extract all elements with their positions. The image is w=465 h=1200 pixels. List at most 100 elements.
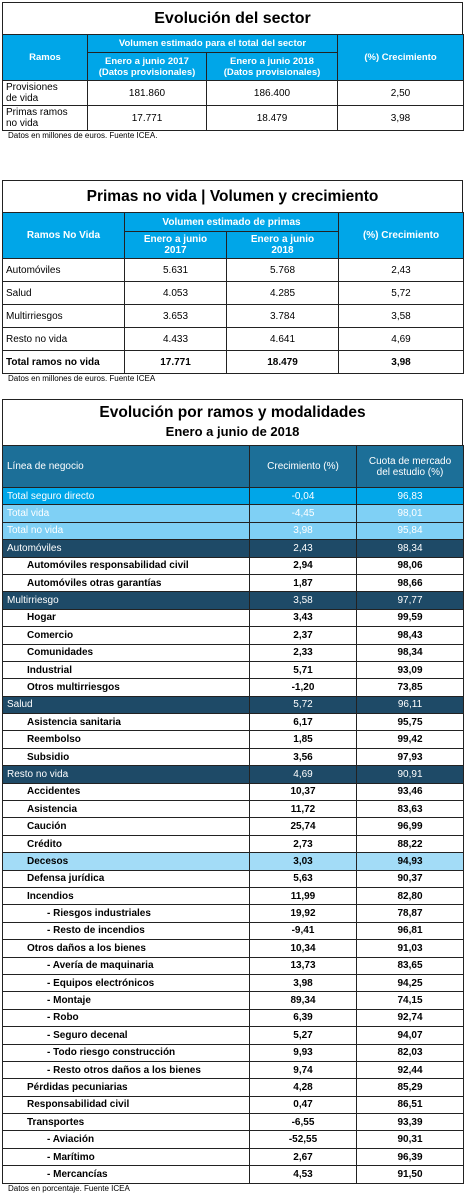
growth-value: -1,20	[249, 678, 357, 697]
row-label: Hogar	[2, 608, 250, 628]
premiums-table-title: Primas no vida | Volumen y crecimiento	[2, 180, 463, 212]
table-row: - Aviación -52,55 90,31	[2, 1130, 464, 1149]
row-label: Industrial	[2, 660, 250, 680]
source-note: Datos en millones de euros. Fuente ICEA.	[8, 131, 158, 140]
table-row: Subsidio 3,56 97,93	[2, 747, 464, 767]
table-row: - Marítimo 2,67 96,39	[2, 1147, 464, 1167]
volume-group-header: Volumen estimado para el total del secto…	[87, 34, 338, 53]
market-share-value: 88,22	[356, 834, 464, 854]
market-share-header: Cuota de mercado del estudio (%)	[356, 445, 464, 488]
growth-value: 4,53	[249, 1165, 357, 1184]
row-label: - Mercancías	[2, 1165, 250, 1184]
market-share-value: 86,51	[356, 1095, 464, 1115]
market-share-value: 90,91	[356, 765, 464, 784]
growth-value: 4,69	[249, 765, 357, 784]
value-2018: 186.400	[206, 80, 338, 106]
table-row: Provisiones de vida 181.860 186.400 2,50	[2, 80, 464, 106]
table-row: Automóviles otras garantías 1,87 98,66	[2, 573, 464, 593]
growth-value: 9,93	[249, 1043, 357, 1062]
row-label: - Todo riesgo construcción	[2, 1043, 250, 1062]
source-note: Datos en millones de euros. Fuente ICEA	[8, 374, 156, 383]
sector-evolution-table: Evolución del sector Ramos Volumen estim…	[2, 2, 464, 140]
table-row: Otros daños a los bienes 10,34 91,03	[2, 939, 464, 958]
market-share-value: 96,81	[356, 921, 464, 941]
table-row: Accidentes 10,37 93,46	[2, 782, 464, 802]
table-row: Responsabilidad civil 0,47 86,51	[2, 1095, 464, 1115]
business-line-header: Línea de negocio	[2, 445, 250, 488]
growth-value: 4,69	[338, 327, 464, 351]
period-2018-header: Enero a junio 2018	[226, 231, 339, 259]
row-label: Accidentes	[2, 782, 250, 802]
row-label: Total seguro directo	[2, 486, 250, 506]
row-label: Total ramos no vida	[2, 350, 125, 374]
total-row: Total ramos no vida 17.771 18.479 3,98	[2, 350, 464, 374]
value-2017: 3.653	[124, 304, 227, 328]
row-label: Otros multirriesgos	[2, 678, 250, 697]
growth-value: 1,85	[249, 730, 357, 749]
market-share-value: 98,43	[356, 626, 464, 645]
table-row: Salud 5,72 96,11	[2, 695, 464, 715]
market-share-value: 99,42	[356, 730, 464, 749]
branch-evolution-table: Evolución por ramos y modalidades Enero …	[2, 399, 464, 1193]
table-row: - Montaje 89,34 74,15	[2, 991, 464, 1010]
growth-header: (%) Crecimiento	[337, 34, 464, 81]
row-label: Incendios	[2, 886, 250, 906]
growth-value: 10,34	[249, 939, 357, 958]
table-row: Reembolso 1,85 99,42	[2, 730, 464, 749]
row-label: Decesos	[2, 852, 250, 871]
table-row: Resto no vida 4.433 4.641 4,69	[2, 327, 464, 351]
market-share-value: 96,99	[356, 817, 464, 836]
table-row: Automóviles 2,43 98,34	[2, 539, 464, 558]
growth-value: 2,94	[249, 556, 357, 575]
period-2017-header: Enero a junio 2017 (Datos provisionales)	[87, 52, 207, 81]
table-row: - Seguro decenal 5,27 94,07	[2, 1026, 464, 1045]
branch-table: Línea de negocio Crecimiento (%) Cuota d…	[2, 445, 464, 1184]
table-row: Pérdidas pecuniarias 4,28 85,29	[2, 1078, 464, 1097]
market-share-value: 91,03	[356, 939, 464, 958]
value-2017: 17.771	[124, 350, 227, 374]
row-label: Caución	[2, 817, 250, 836]
market-share-value: 95,84	[356, 521, 464, 541]
table-row: Caución 25,74 96,99	[2, 817, 464, 836]
market-share-value: 94,93	[356, 852, 464, 871]
table-row: Multirriesgos 3.653 3.784 3,58	[2, 304, 464, 328]
row-label: Total no vida	[2, 521, 250, 541]
growth-value: -0,04	[249, 486, 357, 506]
growth-value: 6,39	[249, 1008, 357, 1028]
market-share-value: 98,34	[356, 643, 464, 662]
table-row: Total vida -4,45 98,01	[2, 504, 464, 523]
market-share-value: 85,29	[356, 1078, 464, 1097]
market-share-value: 94,07	[356, 1026, 464, 1045]
market-share-value: 96,39	[356, 1147, 464, 1167]
market-share-value: 95,75	[356, 713, 464, 732]
row-label: Crédito	[2, 834, 250, 854]
table-row: Crédito 2,73 88,22	[2, 834, 464, 854]
growth-value: 3,58	[249, 591, 357, 610]
growth-value: 3,98	[249, 973, 357, 993]
growth-value: 3,03	[249, 852, 357, 871]
market-share-value: 78,87	[356, 904, 464, 923]
market-share-value: 97,77	[356, 591, 464, 610]
market-share-value: 90,31	[356, 1130, 464, 1149]
market-share-value: 83,63	[356, 800, 464, 819]
growth-value: 3,98	[249, 521, 357, 541]
row-label: Multirriesgo	[2, 591, 250, 610]
table-row: Automóviles 5.631 5.768 2,43	[2, 258, 464, 282]
row-label: Total vida	[2, 504, 250, 523]
market-share-value: 82,03	[356, 1043, 464, 1062]
row-label: - Montaje	[2, 991, 250, 1010]
table-row: - Todo riesgo construcción 9,93 82,03	[2, 1043, 464, 1062]
table-row: Multirriesgo 3,58 97,77	[2, 591, 464, 610]
table-row: Decesos 3,03 94,93	[2, 852, 464, 871]
value-2017: 5.631	[124, 258, 227, 282]
market-share-value: 97,93	[356, 747, 464, 767]
growth-header: (%) Crecimiento	[338, 212, 464, 259]
market-share-value: 93,09	[356, 660, 464, 680]
row-label: - Resto otros daños a los bienes	[2, 1060, 250, 1080]
table-row: Primas ramos no vida 17.771 18.479 3,98	[2, 105, 464, 131]
growth-value: -4,45	[249, 504, 357, 523]
row-label: Reembolso	[2, 730, 250, 749]
table-row: - Avería de maquinaria 13,73 83,65	[2, 956, 464, 975]
market-share-value: 92,44	[356, 1060, 464, 1080]
branch-table-subtitle: Enero a junio de 2018	[165, 424, 300, 439]
